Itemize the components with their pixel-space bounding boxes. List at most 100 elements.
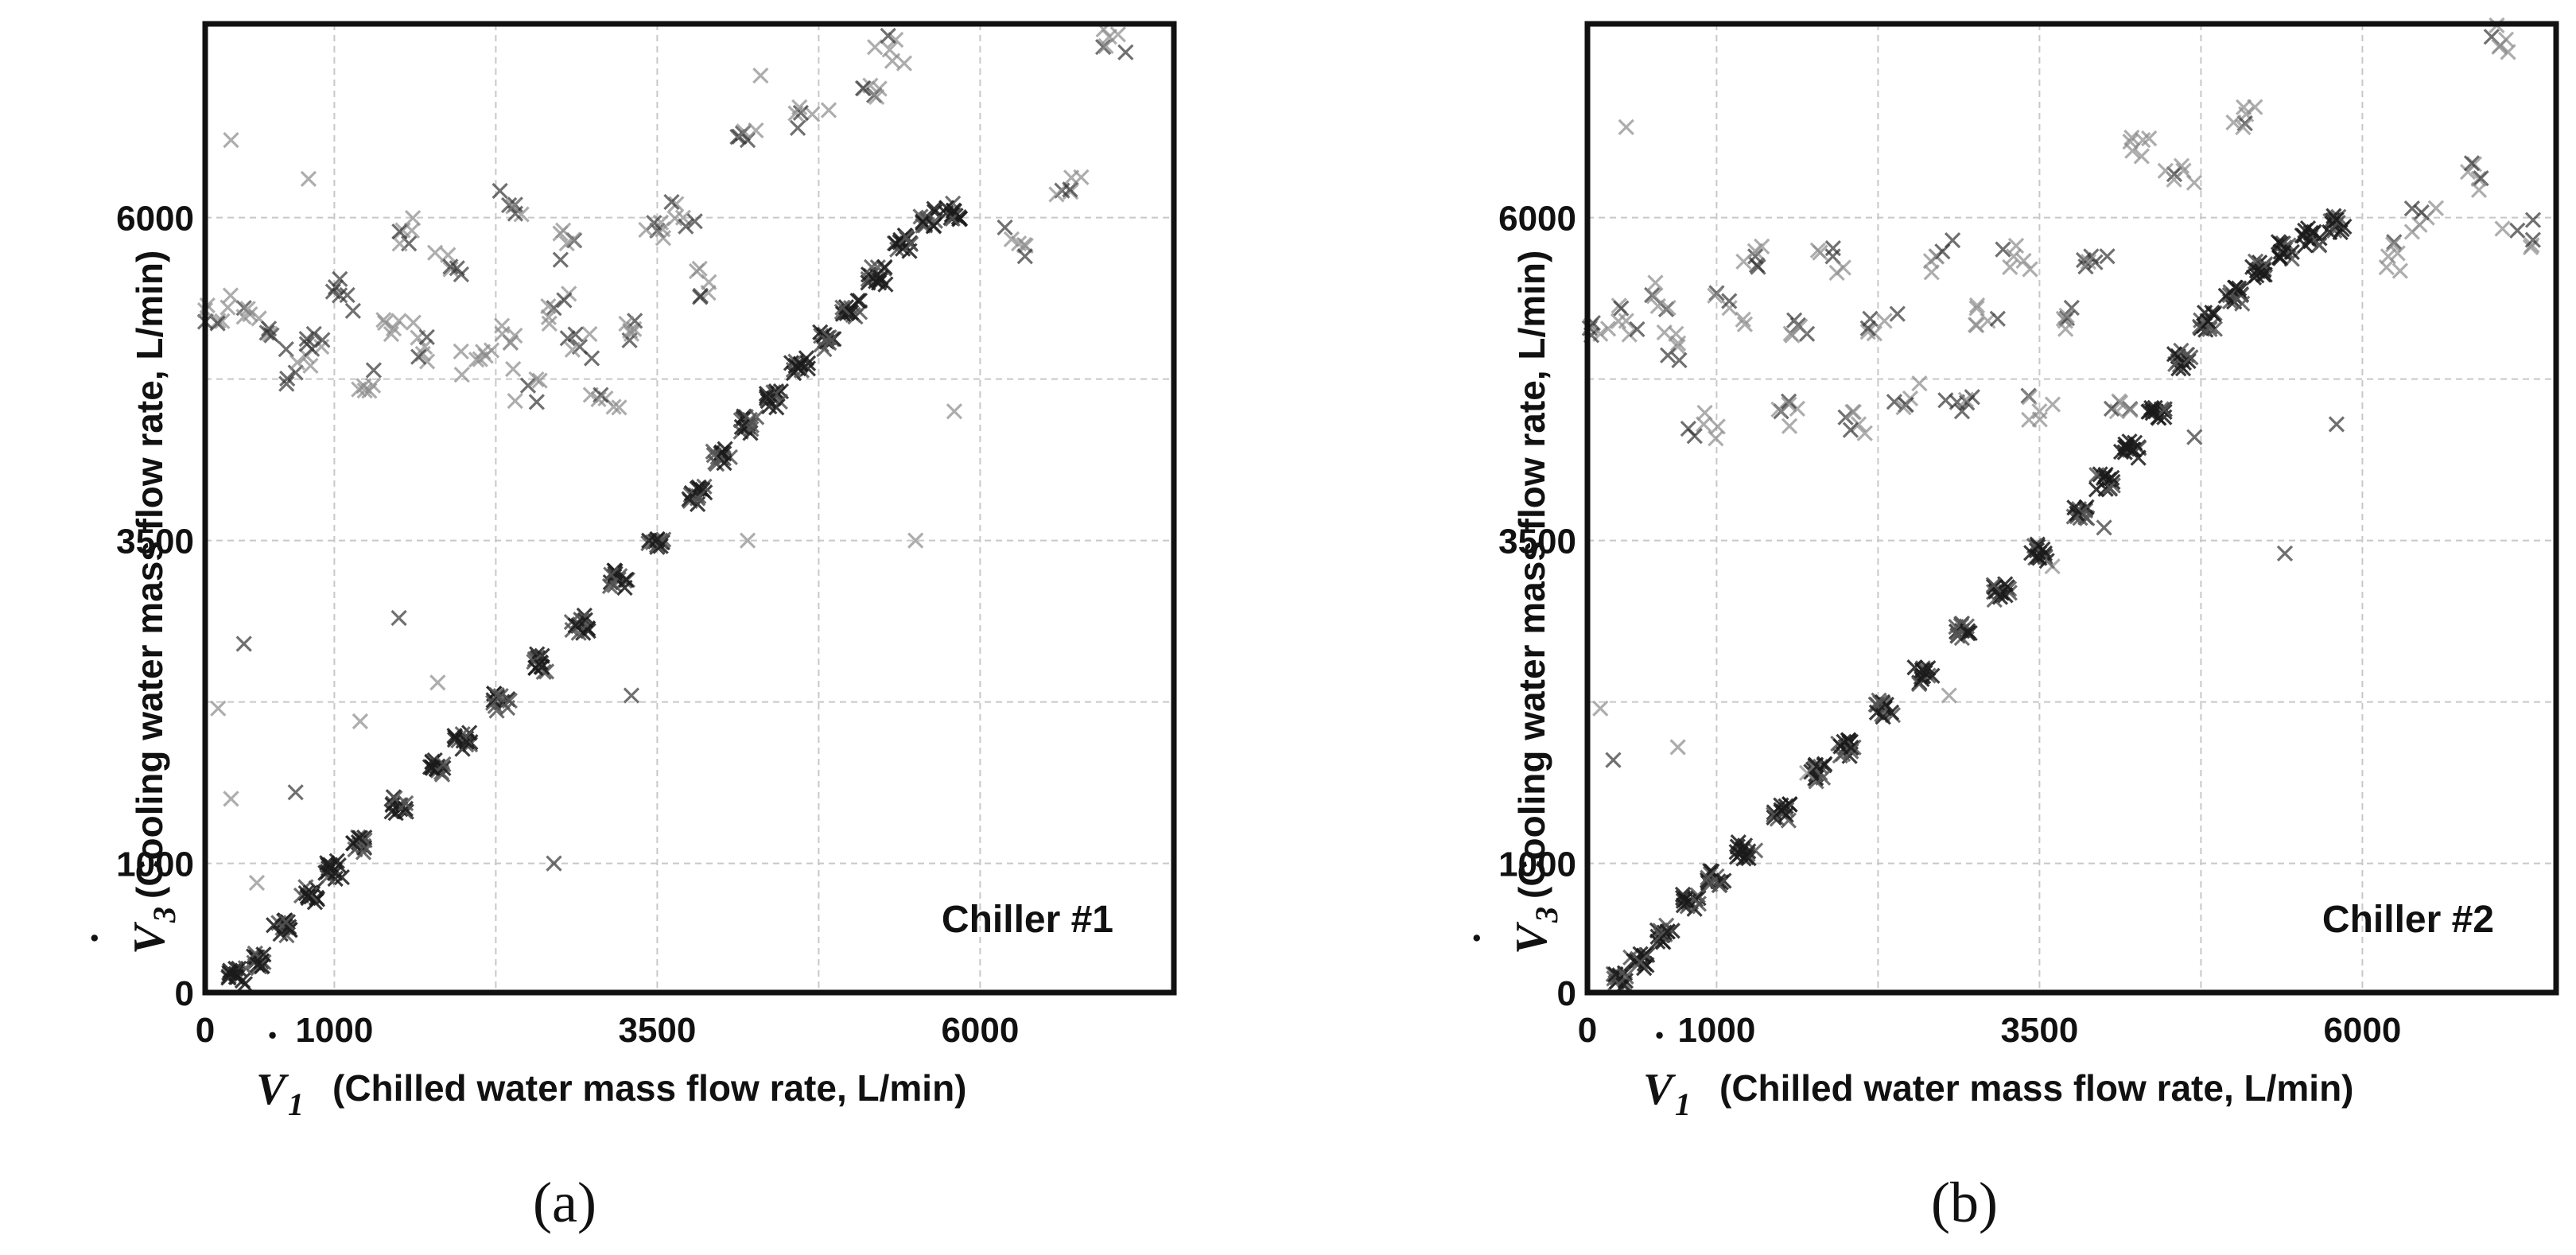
scatter-point	[1117, 44, 1134, 60]
scatter-point	[678, 218, 694, 235]
scatter-point	[446, 727, 463, 744]
x-var-a: V	[256, 1065, 289, 1114]
scatter-point	[2384, 236, 2402, 253]
scatter-point	[2023, 545, 2040, 561]
y-axis-label-b: V ˙ 3 (Cooling water mass flow rate, L/m…	[1466, 251, 1564, 954]
scatter-point	[2066, 499, 2083, 516]
scatter-point	[638, 221, 655, 239]
scatter-point	[590, 390, 607, 408]
scatter-point	[2311, 237, 2328, 254]
scatter-point	[564, 341, 581, 358]
scatter-point	[792, 356, 809, 373]
scatter-point	[1859, 324, 1876, 340]
scatter-point	[2389, 245, 2406, 262]
scatter-point	[2112, 394, 2129, 411]
scatter-point	[854, 80, 872, 97]
scatter-point	[2524, 212, 2542, 228]
y-tick-label: 6000	[1498, 200, 1576, 239]
scatter-point	[298, 331, 315, 348]
scatter-point	[2112, 443, 2130, 460]
scatter-point	[2283, 243, 2300, 261]
scatter-point	[356, 383, 373, 399]
scatter-point	[915, 213, 931, 230]
scatter-point	[1618, 313, 1634, 329]
scatter-point	[927, 212, 943, 229]
scatter-point	[694, 481, 711, 499]
chiller-annotation-a: Chiller #1	[942, 899, 1113, 941]
scatter-point	[1922, 253, 1940, 270]
scatter-point	[1911, 375, 1928, 392]
scatter-point	[2235, 119, 2252, 136]
scatter-point	[552, 251, 569, 268]
scatter-point	[1610, 313, 1627, 329]
scatter-point	[872, 270, 889, 286]
scatter-point	[2225, 114, 2242, 131]
scatter-point	[326, 865, 344, 881]
scatter-point	[1003, 231, 1020, 247]
scatter-point	[1798, 764, 1816, 782]
scatter-point	[2121, 433, 2138, 450]
scatter-point	[405, 209, 422, 227]
x-tick-label: 1000	[295, 1011, 373, 1050]
scatter-point	[2077, 258, 2094, 275]
scatter-point	[2044, 558, 2061, 575]
chart-panel-b: 0 1000 3500 6000 0 1000 3500 6000 Chiller #2 V …	[1466, 17, 2559, 1234]
scatter-point	[1647, 274, 1664, 291]
scatter-point	[260, 321, 278, 337]
y-text-a: (Cooling water mass flow rate, L/min)	[129, 251, 170, 899]
x-dot-b: ˙	[1649, 1024, 1665, 1074]
scatter-point	[1613, 300, 1630, 317]
scatter-point	[834, 305, 852, 322]
scatter-point	[821, 334, 837, 352]
scatter-point	[898, 229, 915, 246]
scatter-point	[1934, 243, 1951, 260]
scatter-point	[2141, 130, 2158, 147]
scatter-point	[1968, 297, 1986, 314]
tick-labels-a: 0 1000 3500 6000 0 1000 3500 6000	[116, 200, 1019, 1050]
y-tick-label: 1000	[116, 845, 194, 884]
scatter-point	[583, 350, 600, 367]
x-tick-label: 6000	[941, 1011, 1019, 1050]
scatter-point	[491, 182, 508, 200]
x-tick-label: 1000	[1677, 1011, 1755, 1050]
scatter-point	[289, 354, 305, 371]
scatter-point	[1696, 404, 1713, 422]
plot-frame-a	[202, 21, 1177, 996]
scatter-point	[278, 340, 294, 358]
x-tick-label: 0	[196, 1011, 215, 1050]
scatter-point	[1632, 954, 1649, 971]
scatter-point	[242, 305, 258, 323]
x-tick-label: 0	[1578, 1011, 1597, 1050]
scatter-point	[248, 874, 266, 892]
scatter-point	[1868, 704, 1886, 721]
y-sub-a: 3	[146, 907, 182, 923]
scatter-point	[648, 537, 666, 554]
scatter-point	[1669, 335, 1687, 352]
scatter-point	[344, 834, 362, 852]
scatter-point	[527, 659, 544, 677]
scatter-point	[418, 328, 435, 345]
scatter-point	[313, 338, 330, 356]
scatter-point	[1735, 311, 1751, 328]
scatter-point	[330, 857, 347, 874]
scatter-point	[666, 210, 683, 227]
scatter-point	[2007, 237, 2025, 254]
scatter-point	[1628, 953, 1645, 969]
scatter-point	[1843, 743, 1859, 760]
scatter-point	[365, 362, 383, 379]
y-tick-label: 0	[175, 974, 194, 1013]
scatter-point	[297, 885, 314, 902]
scatter-point	[623, 687, 640, 704]
scatter-point	[1957, 391, 1975, 408]
scatter-point	[1850, 416, 1867, 433]
scatter-point	[1645, 288, 1663, 305]
scatter-point	[2197, 305, 2213, 321]
x-tick-label: 6000	[2323, 1011, 2401, 1050]
scatter-point	[2270, 234, 2287, 251]
scatter-point	[2248, 267, 2265, 284]
scatter-point	[546, 855, 562, 872]
scatter-point	[458, 733, 475, 750]
scatter-point	[394, 222, 411, 239]
scatter-point	[1669, 739, 1686, 756]
scatter-point	[528, 371, 545, 388]
